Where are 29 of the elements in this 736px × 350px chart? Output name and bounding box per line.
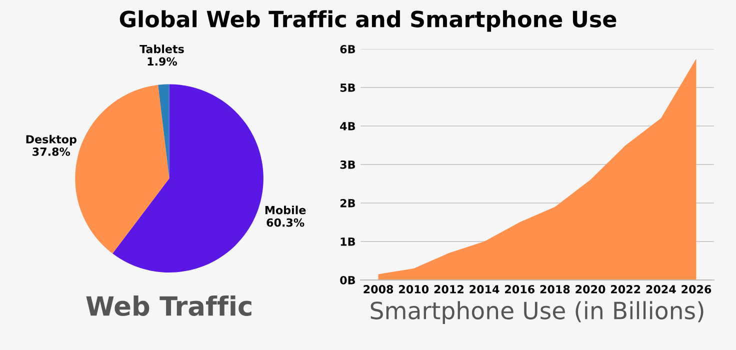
x-tick-label: 2010 xyxy=(399,285,429,294)
x-axis-title: Smartphone Use (in Billions) xyxy=(370,301,704,324)
x-tick-label: 2020 xyxy=(576,285,606,294)
pie-slice xyxy=(158,84,170,178)
y-tick-label: 3B xyxy=(340,160,355,169)
y-tick-label: 0B xyxy=(340,276,355,284)
data-label: 37.8% xyxy=(32,148,70,156)
y-tick-label: 1B xyxy=(340,238,355,246)
y-tick-label: 2B xyxy=(340,198,355,208)
x-tick-label: 2016 xyxy=(505,285,534,294)
slice-label: Mobile xyxy=(265,206,306,214)
data-label: 60.3% xyxy=(266,218,304,227)
y-tick-label: 6B xyxy=(340,44,355,54)
text: Global Web Traffic and Smartphone Use xyxy=(120,10,616,32)
x-tick-label: 2026 xyxy=(682,285,712,294)
x-tick-label: 2018 xyxy=(540,285,570,294)
pie-slice xyxy=(75,84,170,254)
x-tick-label: 2012 xyxy=(434,285,464,294)
slice-label: Tablets xyxy=(140,44,184,54)
y-tick-label: 5B xyxy=(340,84,355,92)
x-tick-label: 2008 xyxy=(364,285,394,294)
text: Web Traffic xyxy=(86,296,252,316)
pie-slice xyxy=(112,84,264,273)
x-tick-label: 2014 xyxy=(470,285,500,294)
slice-label: Desktop xyxy=(26,134,76,146)
x-tick-label: 2022 xyxy=(611,285,640,294)
data-label: 1.9% xyxy=(148,57,178,66)
y-tick-label: 4B xyxy=(340,122,355,130)
x-tick-label: 2024 xyxy=(646,285,676,294)
